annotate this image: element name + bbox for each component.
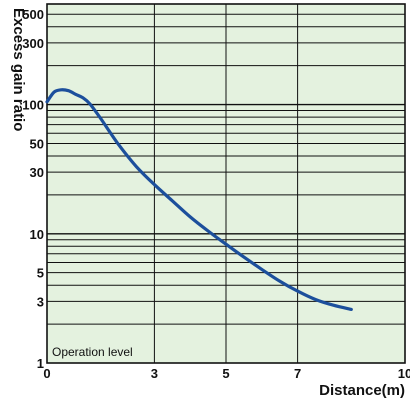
y-tick-label: 10: [30, 227, 44, 242]
x-tick-label: 10: [398, 366, 410, 381]
y-tick-label: 3: [37, 294, 44, 309]
x-axis-title: Distance(m): [319, 382, 405, 399]
x-tick-label: 0: [43, 366, 50, 381]
y-tick-label: 300: [22, 36, 44, 51]
y-tick-label: 5: [37, 266, 44, 281]
gain-curve: [45, 88, 353, 311]
operation-level-label: Operation level: [52, 345, 133, 359]
plot-border: [46, 3, 406, 364]
y-tick-label: 500: [22, 7, 44, 22]
y-tick-label: 50: [30, 136, 44, 151]
y-axis-title: Excess gain ratio: [10, 8, 27, 131]
y-tick-label: 1: [37, 356, 44, 371]
y-tick-label: 30: [30, 165, 44, 180]
grid-lines: [47, 4, 405, 363]
x-tick-label: 5: [222, 366, 229, 381]
x-tick-label: 7: [294, 366, 301, 381]
y-tick-label: 100: [22, 98, 44, 113]
x-tick-label: 3: [151, 366, 158, 381]
